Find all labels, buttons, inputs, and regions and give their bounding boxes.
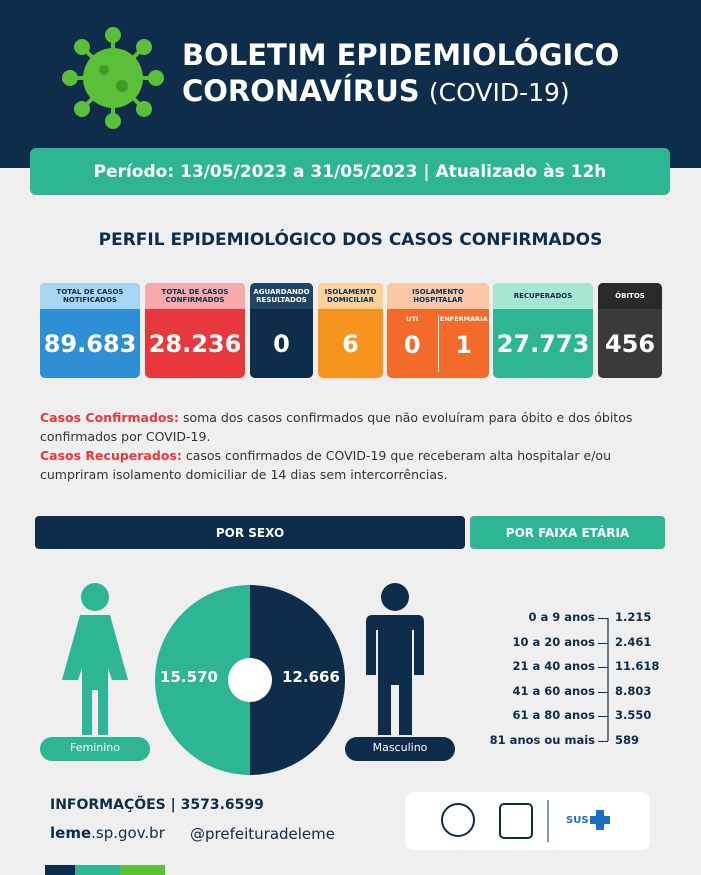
card-label: RECUPERADOS <box>493 283 593 309</box>
card-value: 27.773 <box>496 329 590 358</box>
card-value: 28.236 <box>148 329 242 358</box>
sub-value: 1 <box>455 331 473 359</box>
period-banner <box>30 148 670 195</box>
card-label: AGUARDANDO RESULTADOS <box>250 283 313 309</box>
age-tick <box>598 741 608 742</box>
age-label: 10 a 20 anos <box>512 634 595 649</box>
age-value: 1.215 <box>615 610 652 624</box>
sub-cell: UTI 0 <box>387 315 439 372</box>
male-label: Masculino <box>372 741 428 754</box>
period: Período: 13/05/2023 a 31/05/2023 | Atual… <box>93 161 607 182</box>
info: INFORMAÇÕES | 3573.6599 <box>50 797 264 813</box>
age-value: 8.803 <box>615 683 652 698</box>
male-pill <box>345 737 455 761</box>
age-value: 589 <box>615 733 640 747</box>
site-rest: .sp.gov.br <box>91 824 165 842</box>
title-bold: CORONAVÍRUS <box>182 74 420 108</box>
foot-bar <box>120 865 165 875</box>
card: TOTAL DE CASOS NOTIFICADOS 89.683 <box>40 283 140 378</box>
age-label: 0 a 9 anos <box>528 610 595 624</box>
age-tick <box>598 716 608 718</box>
age-value: 2.461 <box>615 634 652 649</box>
female-icon <box>62 583 128 735</box>
card-value: 89.683 <box>43 329 137 358</box>
card: TOTAL DE CASOS CONFIRMADOS 28.236 <box>145 283 245 378</box>
female-label: Feminino <box>70 741 120 754</box>
card: ISOLAMENTO DOMICILIAR 6 <box>318 283 383 378</box>
age-tick <box>598 642 608 644</box>
logo-sus-cross <box>590 810 610 830</box>
card-label: TOTAL DE CASOS CONFIRMADOS <box>145 283 245 309</box>
card-value: 456 <box>604 329 656 358</box>
social: @prefeituradeleme <box>190 825 335 843</box>
site: leme.sp.gov.br <box>50 824 165 842</box>
note: Casos Recuperados: casos confirmados de … <box>40 446 670 484</box>
title-line2: CORONAVÍRUS (COVID-19) <box>182 74 570 108</box>
age-label: 61 a 80 anos <box>512 708 595 723</box>
age-bar: POR FAIXA ETÁRIA <box>470 516 665 549</box>
card: ISOLAMENTO HOSPITALAR UTI 0 ENFERMARIA 1 <box>387 283 489 378</box>
note-term: Casos Confirmados: <box>40 410 179 425</box>
note-text: casos confirmados de COVID-19 que recebe… <box>40 448 611 482</box>
section-title: PERFIL EPIDEMIOLÓGICO DOS CASOS CONFIRMA… <box>98 230 603 250</box>
foot-bar <box>75 865 120 875</box>
foot-bar <box>45 865 75 875</box>
site-bold: leme <box>50 824 92 842</box>
sub-value: 0 <box>403 331 421 359</box>
age-label: 21 a 40 anos <box>512 659 595 674</box>
age-value: 3.550 <box>615 708 652 723</box>
note-text: soma dos casos confirmados que não evolu… <box>40 410 633 444</box>
female-half <box>155 585 250 775</box>
sex-bar: POR SEXO <box>35 516 465 549</box>
age-tick <box>598 618 608 619</box>
age-value: 11.618 <box>615 659 660 674</box>
card-value: 6 <box>342 329 359 358</box>
card-label: ISOLAMENTO DOMICILIAR <box>318 283 383 309</box>
sub-label: UTI <box>406 315 419 323</box>
age-label: 81 anos ou mais <box>489 733 595 747</box>
sub-cell: ENFERMARIA 1 <box>439 315 490 372</box>
male-half <box>250 585 345 775</box>
logo-brasao <box>499 803 533 839</box>
title-light: (COVID-19) <box>428 78 570 107</box>
male-icon <box>366 583 424 735</box>
sus-logo: SUS <box>566 815 589 826</box>
female-pill <box>40 737 150 761</box>
card-value: 0 <box>273 329 290 358</box>
card-label: ÓBITOS <box>598 283 662 309</box>
age-tick <box>598 691 608 693</box>
card: ÓBITOS 456 <box>598 283 662 378</box>
title-line1: BOLETIM EPIDEMIOLÓGICO <box>182 38 620 72</box>
card: AGUARDANDO RESULTADOS 0 <box>250 283 313 378</box>
card-label: ISOLAMENTO HOSPITALAR <box>387 283 489 309</box>
note-term: Casos Recuperados: <box>40 448 182 463</box>
male-value: 12.666 <box>282 668 340 686</box>
card: RECUPERADOS 27.773 <box>493 283 593 378</box>
card-label: TOTAL DE CASOS NOTIFICADOS <box>40 283 140 309</box>
sub-label: ENFERMARIA <box>439 315 488 323</box>
note: Casos Confirmados: soma dos casos confir… <box>40 408 670 446</box>
age-label: 41 a 60 anos <box>512 683 595 698</box>
logo-saude <box>441 803 475 837</box>
age-tick <box>598 667 608 669</box>
donut-hole <box>228 658 272 702</box>
virus-icon <box>62 27 164 129</box>
card-sub: UTI 0 ENFERMARIA 1 <box>387 309 489 378</box>
female-value: 15.570 <box>160 668 218 686</box>
